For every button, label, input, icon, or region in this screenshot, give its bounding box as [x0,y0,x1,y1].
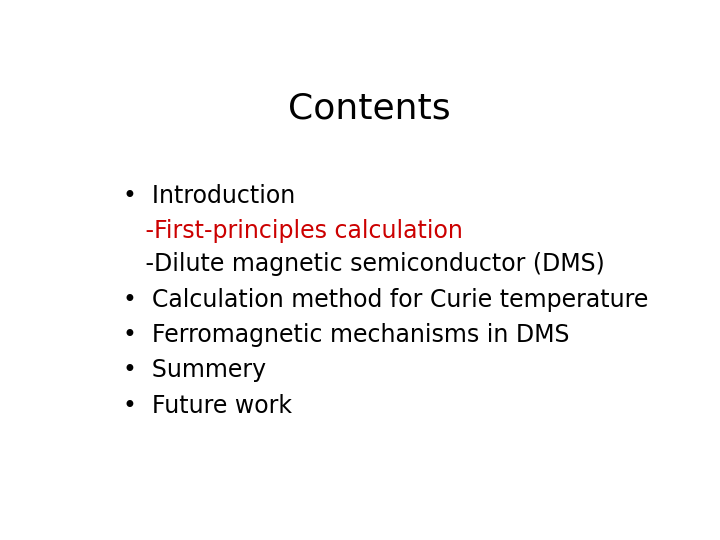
Text: Contents: Contents [288,91,450,125]
Text: •  Introduction: • Introduction [124,184,296,208]
Text: -Dilute magnetic semiconductor (DMS): -Dilute magnetic semiconductor (DMS) [124,252,606,276]
Text: •  Summery: • Summery [124,359,266,382]
Text: •  Future work: • Future work [124,394,292,418]
Text: -First-principles calculation: -First-principles calculation [124,219,464,243]
Text: •  Ferromagnetic mechanisms in DMS: • Ferromagnetic mechanisms in DMS [124,323,570,347]
Text: •  Calculation method for Curie temperature: • Calculation method for Curie temperatu… [124,288,649,312]
